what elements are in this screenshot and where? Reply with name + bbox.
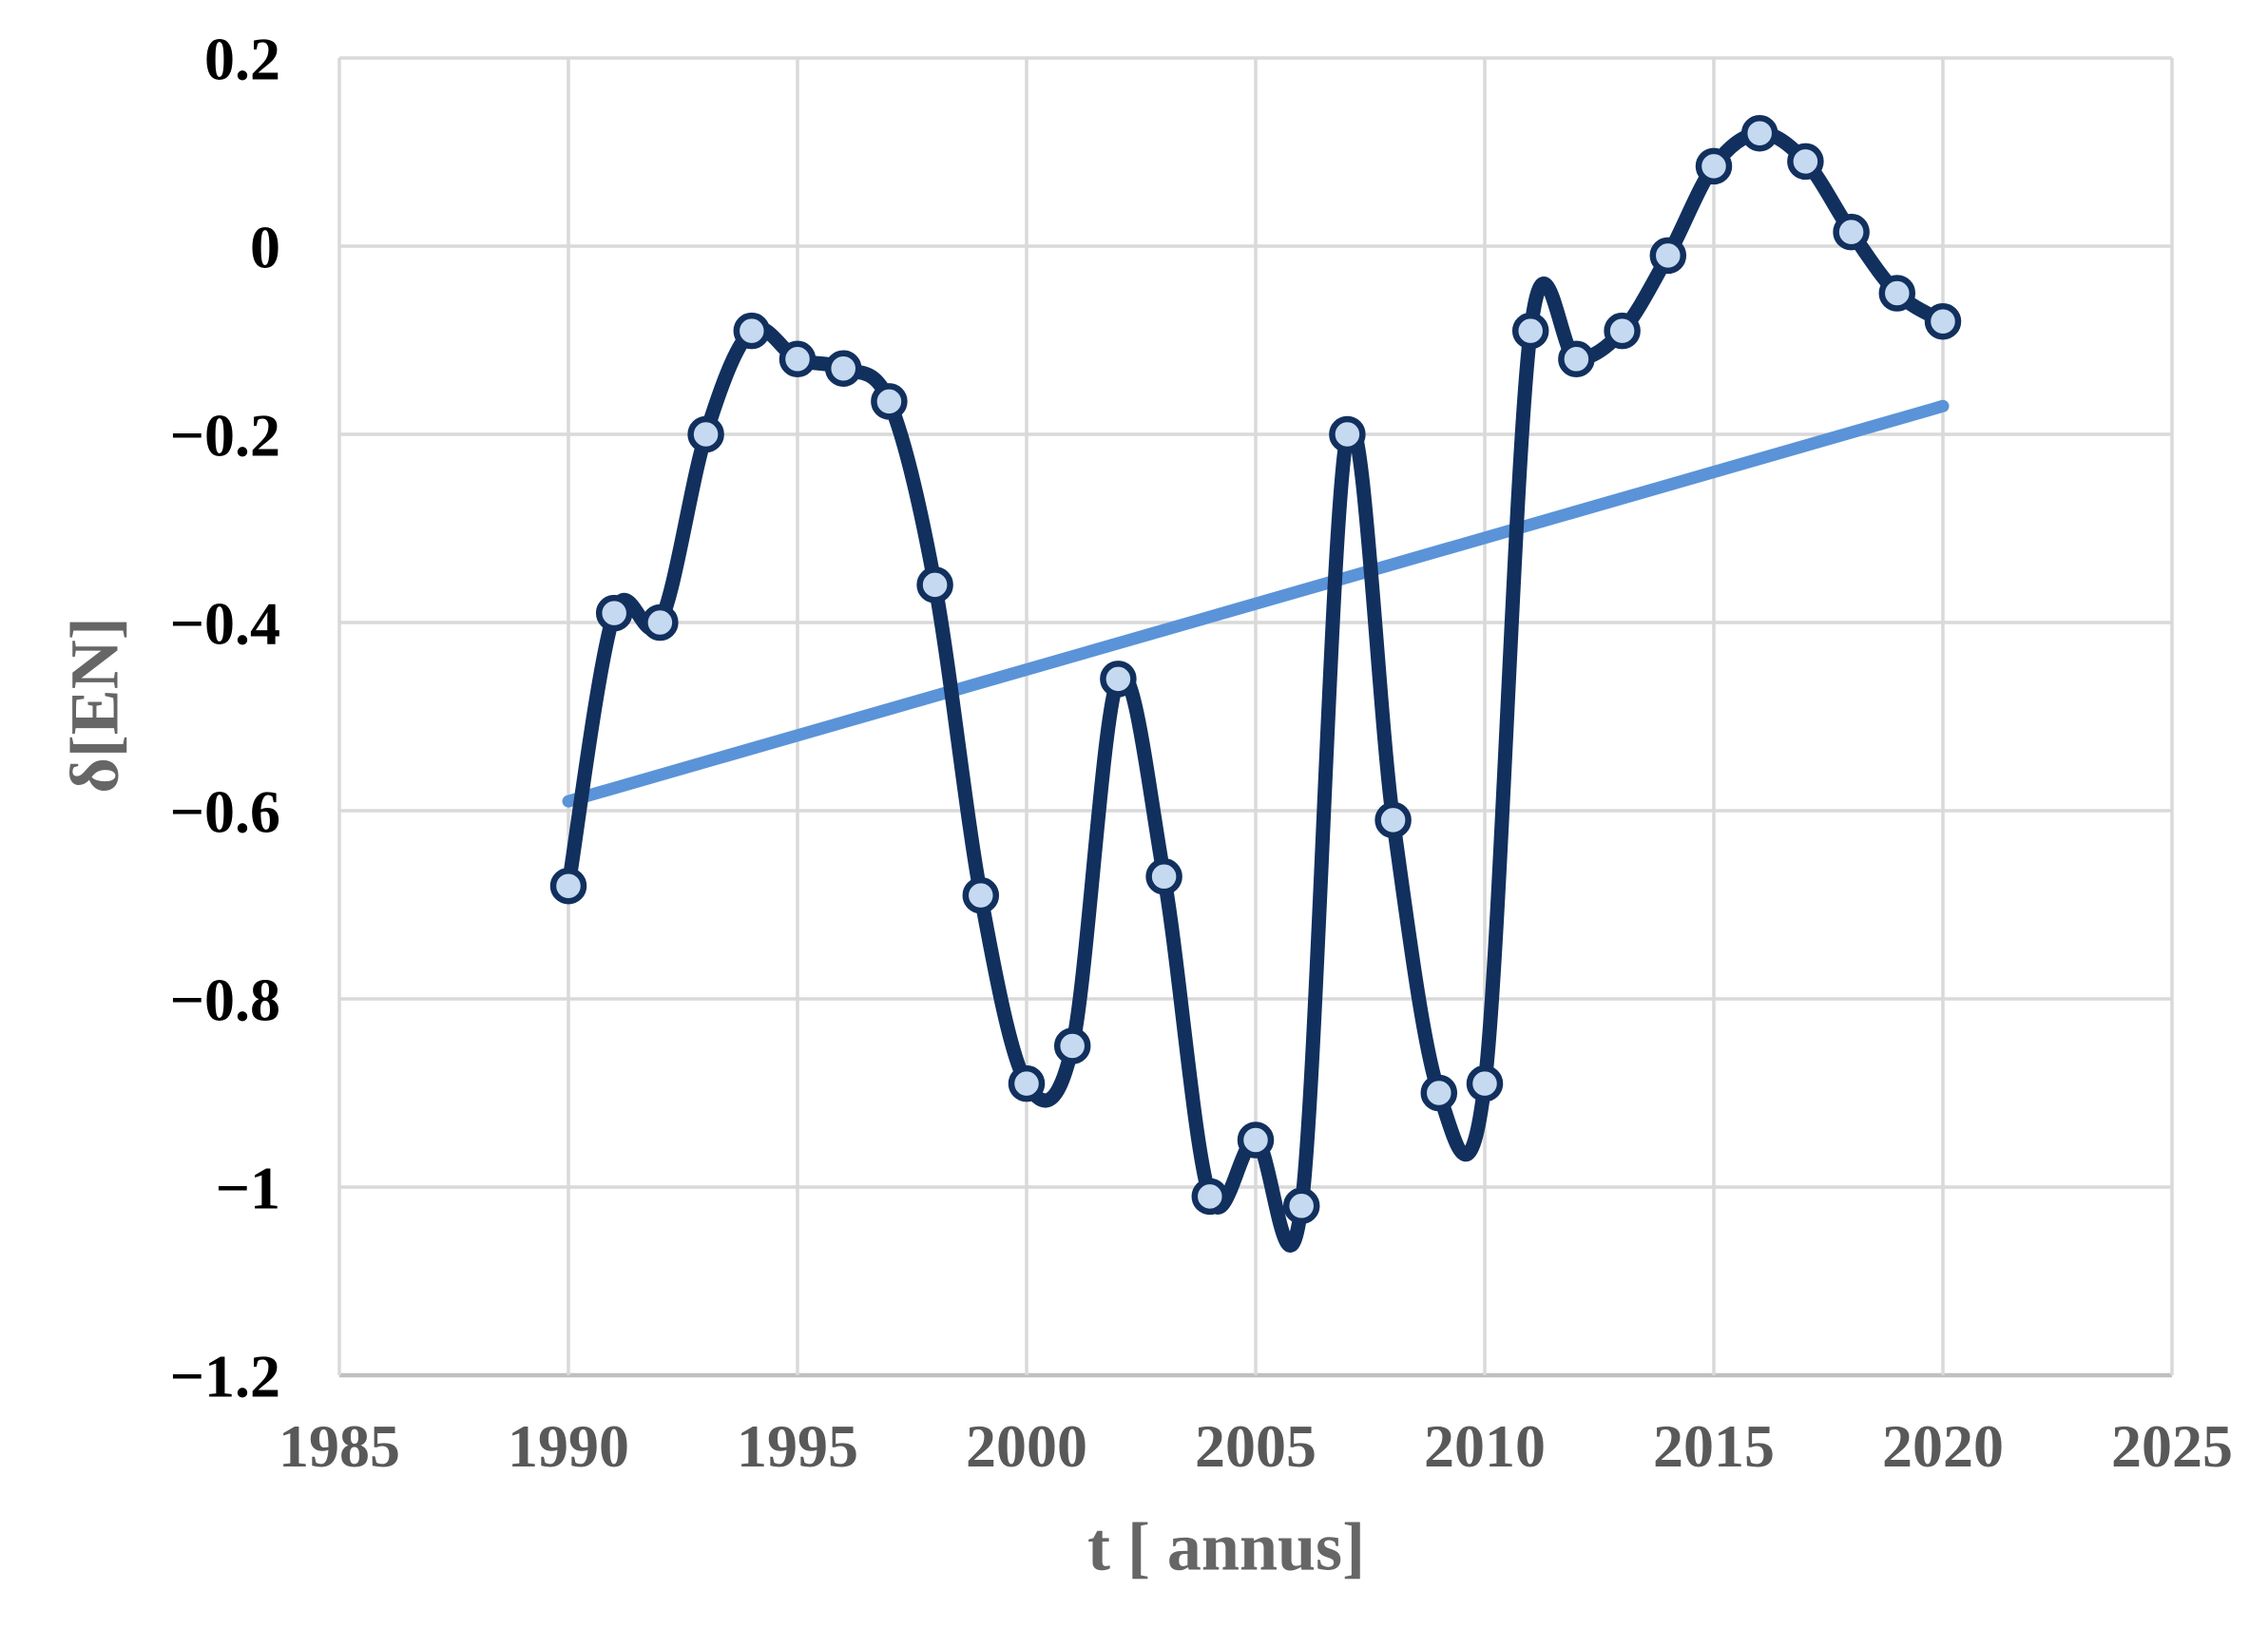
y-tick-label: −0.6 [170, 777, 280, 845]
data-point-marker [1053, 1027, 1091, 1064]
data-point-marker [1649, 237, 1687, 275]
data-point-marker [1282, 1187, 1320, 1225]
data-point-marker [1191, 1178, 1229, 1216]
data-point-marker [1878, 275, 1916, 312]
data-point-markers [549, 114, 1962, 1225]
y-tick-label: 0 [250, 213, 280, 280]
y-tick-label: −0.8 [170, 966, 280, 1033]
data-point-marker [549, 867, 587, 905]
trend-line-layer [562, 399, 1950, 808]
data-point-marker [687, 415, 724, 453]
x-tick-label: 2005 [1195, 1412, 1317, 1480]
data-point-marker [1466, 1064, 1504, 1102]
x-tick-label: 2025 [2111, 1412, 2233, 1480]
x-axis-title: t [ annus] [1086, 1508, 1366, 1585]
data-point-marker [871, 383, 908, 420]
data-point-marker [1604, 312, 1641, 350]
x-tick-label: 2020 [1882, 1412, 2004, 1480]
data-point-marker [962, 876, 1000, 914]
data-point-marker [1008, 1064, 1046, 1102]
x-tick-label: 1995 [737, 1412, 858, 1480]
x-tick-label: 2015 [1653, 1412, 1775, 1480]
data-point-marker [1420, 1074, 1458, 1112]
data-point-marker [1833, 213, 1870, 251]
y-tick-label: −1 [216, 1154, 280, 1221]
data-point-marker [733, 312, 771, 350]
y-tick-label: 0.2 [204, 25, 280, 92]
data-point-marker [1740, 114, 1778, 152]
x-tick-label: 2000 [966, 1412, 1087, 1480]
data-series-layer [561, 125, 1951, 1253]
gridlines [337, 56, 2174, 1378]
y-tick-label: −0.4 [170, 589, 280, 657]
x-tick-label: 2010 [1424, 1412, 1546, 1480]
data-point-marker [1145, 858, 1182, 895]
data-point-marker [1100, 661, 1137, 698]
data-point-marker [1787, 143, 1824, 181]
y-tick-label: −0.2 [170, 401, 280, 469]
trend-line [562, 399, 1950, 808]
data-point-marker [1329, 415, 1366, 453]
data-point-marker [1924, 302, 1962, 340]
data-point-marker [1695, 147, 1733, 185]
series-line [561, 125, 1951, 1253]
x-tick-label: 1985 [279, 1412, 400, 1480]
y-tick-label: −1.2 [170, 1342, 280, 1409]
x-tick-label: 1990 [508, 1412, 629, 1480]
data-point-marker [1558, 340, 1595, 378]
data-point-marker [1237, 1121, 1275, 1159]
data-point-marker [595, 594, 633, 632]
data-point-marker [1511, 312, 1549, 350]
data-point-marker [778, 340, 817, 378]
data-point-marker [642, 604, 679, 642]
data-point-marker [1374, 801, 1412, 839]
data-point-marker [824, 350, 862, 387]
data-point-marker [916, 566, 953, 604]
y-axis-title: δ[EN] [56, 617, 133, 794]
